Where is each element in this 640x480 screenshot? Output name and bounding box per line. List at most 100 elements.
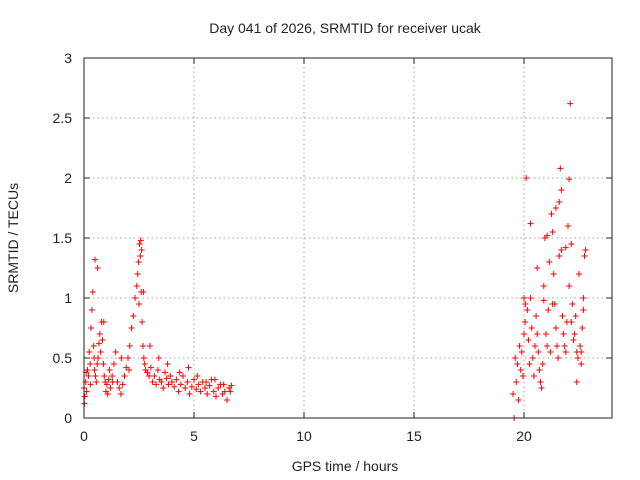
data-point — [568, 319, 575, 325]
data-point — [581, 253, 588, 259]
data-point — [128, 325, 135, 331]
data-point — [92, 256, 98, 263]
data-point — [155, 355, 162, 361]
data-point — [161, 369, 168, 376]
data-point — [144, 369, 151, 376]
data-point — [109, 379, 116, 385]
data-point — [569, 301, 576, 307]
data-point — [86, 349, 93, 355]
data-point — [577, 343, 584, 349]
data-point — [578, 361, 585, 367]
data-point — [549, 301, 556, 307]
data-point — [117, 391, 124, 397]
data-point — [568, 241, 575, 247]
data-point — [562, 244, 569, 251]
data-point — [158, 379, 165, 385]
data-point — [210, 388, 217, 395]
data-point — [100, 361, 107, 367]
data-point — [552, 205, 559, 211]
x-tick-label: 0 — [80, 428, 88, 444]
data-point — [173, 376, 180, 383]
data-point — [136, 241, 143, 247]
plot-frame — [83, 57, 613, 419]
data-point — [193, 386, 200, 393]
data-point — [522, 319, 529, 325]
data-point — [580, 307, 587, 313]
data-point — [527, 295, 534, 301]
data-point — [140, 289, 147, 295]
data-point — [530, 373, 537, 379]
data-point — [133, 283, 140, 289]
data-point — [524, 307, 531, 313]
data-point — [202, 385, 208, 391]
data-point — [126, 367, 133, 373]
data-point — [526, 361, 533, 367]
data-point — [182, 385, 189, 391]
data-point — [535, 349, 542, 355]
data-point — [518, 349, 525, 355]
data-point — [540, 297, 547, 304]
data-points — [81, 100, 589, 421]
data-point — [140, 355, 147, 361]
data-point — [141, 361, 148, 367]
data-point — [165, 381, 172, 388]
data-point — [92, 373, 99, 379]
data-point — [91, 355, 98, 361]
data-point — [107, 385, 114, 391]
data-point — [147, 364, 154, 371]
data-point — [573, 379, 580, 385]
data-point — [149, 379, 156, 385]
data-point — [561, 343, 568, 349]
data-point — [110, 361, 117, 367]
data-point — [191, 376, 197, 383]
data-point — [188, 383, 195, 390]
data-point — [130, 313, 137, 319]
data-point — [167, 373, 174, 379]
data-point — [97, 349, 104, 355]
data-point — [169, 379, 175, 385]
data-point — [109, 373, 116, 379]
data-point — [567, 100, 574, 107]
data-point — [134, 271, 141, 277]
data-point — [81, 393, 88, 400]
data-point — [204, 391, 211, 397]
data-point — [562, 349, 569, 355]
y-axis-label: SRMTID / TECUs — [5, 183, 21, 293]
data-point — [556, 253, 563, 259]
data-point — [544, 232, 551, 239]
data-point — [146, 373, 153, 379]
data-point — [96, 331, 103, 337]
data-point — [186, 391, 193, 397]
data-point — [536, 367, 543, 373]
data-point — [558, 187, 565, 193]
data-point — [93, 379, 100, 385]
data-point — [91, 367, 98, 373]
data-point — [137, 237, 144, 244]
data-point — [177, 381, 184, 388]
data-point — [180, 373, 186, 379]
data-point — [533, 313, 540, 319]
data-point — [153, 381, 160, 388]
chart-title: Day 041 of 2026, SRMTID for receiver uca… — [209, 20, 482, 36]
data-point — [516, 343, 523, 349]
data-point — [104, 391, 111, 397]
data-point — [136, 301, 142, 307]
data-point — [543, 331, 549, 337]
x-tick-label: 10 — [296, 428, 312, 444]
data-point — [135, 259, 142, 265]
data-point — [519, 373, 526, 379]
data-point — [539, 361, 546, 367]
data-point — [164, 361, 171, 367]
data-point — [554, 343, 560, 349]
data-point — [528, 325, 535, 331]
x-tick-label: 15 — [406, 428, 422, 444]
data-point — [203, 379, 210, 385]
data-point — [555, 355, 562, 361]
data-point — [176, 369, 183, 376]
data-point — [85, 373, 92, 379]
data-point — [527, 220, 534, 227]
data-point — [94, 265, 101, 271]
data-point — [220, 381, 227, 388]
data-point — [221, 388, 228, 395]
